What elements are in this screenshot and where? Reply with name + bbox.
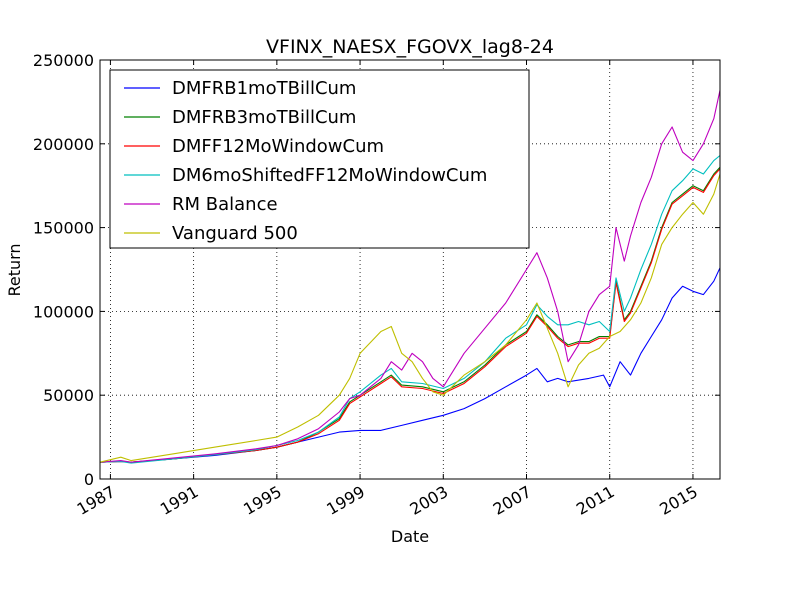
- plot-frame: [99, 59, 721, 480]
- y-tick-label: 0: [84, 470, 94, 489]
- y-tick-label: 50000: [43, 386, 94, 405]
- series-line-5: [99, 173, 721, 463]
- series-line-2: [99, 168, 721, 463]
- y-axis-label: Return: [5, 243, 24, 296]
- y-tick-label: 150000: [33, 219, 94, 238]
- y-tick-label: 250000: [33, 51, 94, 70]
- legend-label: DMFF12MoWindowCum: [172, 136, 384, 157]
- series-line-4: [99, 90, 721, 463]
- legend-box: [109, 69, 530, 249]
- y-tick-label: 200000: [33, 135, 94, 154]
- legend-label: Vanguard 500: [172, 223, 298, 244]
- y-tick-label: 100000: [33, 302, 94, 321]
- series-lines: [99, 90, 721, 464]
- chart-title: VFINX_NAESX_FGOVX_lag8-24: [266, 36, 554, 58]
- legend-label: DM6moShiftedFF12MoWindowCum: [172, 165, 487, 186]
- legend-label: DMFRB1moTBillCum: [172, 78, 356, 99]
- x-axis-label: Date: [391, 527, 429, 546]
- legend-label: RM Balance: [172, 194, 278, 215]
- legend: DMFRB1moTBillCum DMFRB3moTBillCum DMFF12Mo…: [109, 69, 530, 249]
- legend-label: DMFRB3moTBillCum: [172, 107, 356, 128]
- series-line-3: [99, 155, 721, 464]
